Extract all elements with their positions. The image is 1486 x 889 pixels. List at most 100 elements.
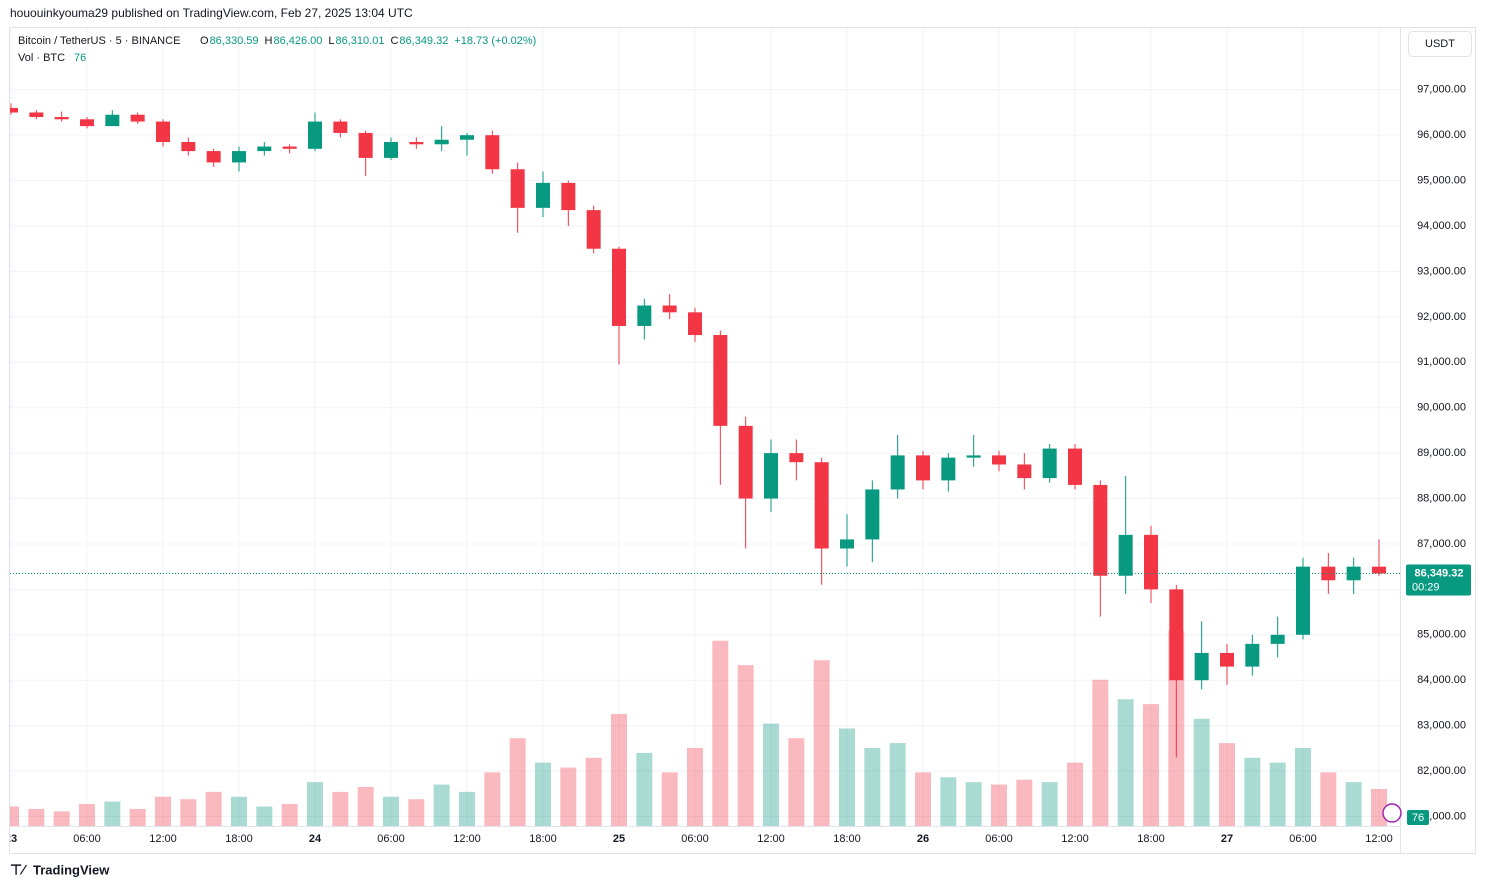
- volume-bar: [307, 782, 323, 826]
- candle-body: [1118, 534, 1133, 576]
- candle-body: [941, 457, 956, 481]
- candle-body: [1169, 589, 1184, 681]
- x-tick-label: 12:00: [757, 833, 785, 845]
- volume-last: 76: [74, 52, 86, 64]
- x-tick-label: 06:00: [377, 833, 405, 845]
- y-tick-label: 91,000.00: [1417, 356, 1466, 368]
- y-tick-label: 84,000.00: [1417, 674, 1466, 686]
- volume-bar: [1244, 757, 1261, 826]
- candle-body: [561, 182, 576, 211]
- x-tick-label: 24: [309, 833, 322, 845]
- logo: TradingView: [33, 862, 110, 877]
- symbol: Bitcoin / TetherUS · 5 · BINANCE: [18, 35, 180, 47]
- candle-body: [29, 112, 44, 118]
- candle-body: [1270, 634, 1285, 644]
- volume-bar: [991, 784, 1007, 826]
- price-badge: [1406, 564, 1471, 596]
- ohlc-value: 86,349.32: [399, 35, 448, 47]
- volume-bar: [1016, 779, 1033, 826]
- logo-mark: ⊤⁄: [10, 862, 27, 878]
- volume-bar: [915, 772, 931, 826]
- x-tick-label: 18:00: [225, 833, 253, 845]
- x-tick-label: 27: [1221, 833, 1233, 845]
- volume-bar: [661, 772, 678, 826]
- x-tick-label: 06:00: [985, 833, 1013, 845]
- price-label: 86,349.32: [1415, 567, 1464, 579]
- volume-badge: [1407, 810, 1429, 825]
- candle-body: [764, 453, 778, 499]
- candle-body: [384, 142, 398, 158]
- volume-bar: [332, 791, 349, 826]
- candle-body: [206, 151, 221, 163]
- candle-body: [80, 119, 94, 127]
- ohlc-legend: O 86,330.59 H 86,426.00 L 86,310.01 C 86,349.32…: [200, 35, 536, 47]
- volume-bar: [839, 728, 855, 826]
- volume-bar: [104, 801, 121, 826]
- candle-body: [510, 169, 525, 208]
- y-tick-label: 97,000.00: [1417, 84, 1466, 96]
- volume-bar: [737, 665, 754, 826]
- ohlc-key: H: [265, 35, 273, 47]
- x-tick-label: 06:00: [681, 833, 709, 845]
- y-tick-label: 90,000.00: [1417, 402, 1466, 414]
- candle-body: [713, 335, 728, 426]
- candle-body: [1068, 448, 1082, 485]
- y-tick-label: 95,000.00: [1417, 175, 1466, 187]
- alert-icon: [1382, 803, 1402, 823]
- volume-bar: [1320, 772, 1337, 826]
- ohlc-key: C: [390, 35, 398, 47]
- published-line: hououinkyouma29 published on TradingView…: [10, 6, 413, 20]
- volume-bar: [155, 796, 171, 826]
- volume-bar: [1143, 704, 1159, 826]
- y-tick-label: 85,000.00: [1417, 629, 1466, 641]
- volume-bar: [408, 799, 425, 826]
- candle-body: [485, 135, 500, 170]
- candle-body: [840, 539, 854, 549]
- y-tick-label: 87,000.00: [1417, 538, 1466, 550]
- candle-body: [890, 455, 905, 490]
- currency[interactable]: USDT: [1425, 38, 1455, 50]
- candle-body: [865, 489, 880, 540]
- x-tick-label: 06:00: [1289, 833, 1317, 845]
- volume-bar: [788, 738, 805, 826]
- volume-bar: [1117, 699, 1134, 826]
- candle-body: [257, 146, 272, 152]
- volume-bar: [1092, 679, 1109, 826]
- volume-bar: [53, 811, 70, 826]
- volume-bar: [864, 748, 881, 826]
- volume-legend: Vol · BTC: [18, 52, 65, 64]
- candle-body: [1321, 566, 1336, 581]
- volume-bar: [560, 767, 577, 826]
- candle-body: [1017, 464, 1032, 479]
- candle-body: [181, 142, 196, 152]
- volume-bar: [1269, 762, 1286, 826]
- volume-bar: [1193, 718, 1210, 826]
- volume-bar: [484, 772, 501, 826]
- volume-bar: [1219, 743, 1235, 826]
- volume-bar: [357, 787, 374, 826]
- x-tick-label: 18:00: [529, 833, 557, 845]
- volume-bar: [687, 748, 703, 826]
- x-tick-label: 26: [917, 833, 929, 845]
- plot-group: 23 06:00 12:00 18:00 24 06:00 12:00 18:00 25 06:0…: [5, 28, 1400, 845]
- candle-body: [105, 114, 120, 127]
- candle-body: [1194, 652, 1209, 681]
- volume-bar: [712, 640, 729, 826]
- volume-bar: [180, 799, 197, 826]
- candle-body: [738, 425, 753, 499]
- chart-frame: [9, 27, 1476, 854]
- candle-body: [966, 455, 981, 458]
- volume-bar: [281, 804, 298, 826]
- currency-button[interactable]: [1408, 31, 1472, 57]
- candle-body: [333, 121, 348, 133]
- ohlc-value: 86,310.01: [336, 35, 385, 47]
- candle-body: [156, 121, 170, 142]
- candle-body: [612, 248, 626, 326]
- candle-body: [1220, 652, 1234, 667]
- x-tick-label: 23: [5, 833, 17, 845]
- candle-body: [662, 305, 677, 313]
- x-tick-label: 12:00: [1365, 833, 1393, 845]
- candle-body: [358, 132, 373, 158]
- ohlc-key: O: [200, 35, 209, 47]
- candle-body: [1245, 643, 1260, 667]
